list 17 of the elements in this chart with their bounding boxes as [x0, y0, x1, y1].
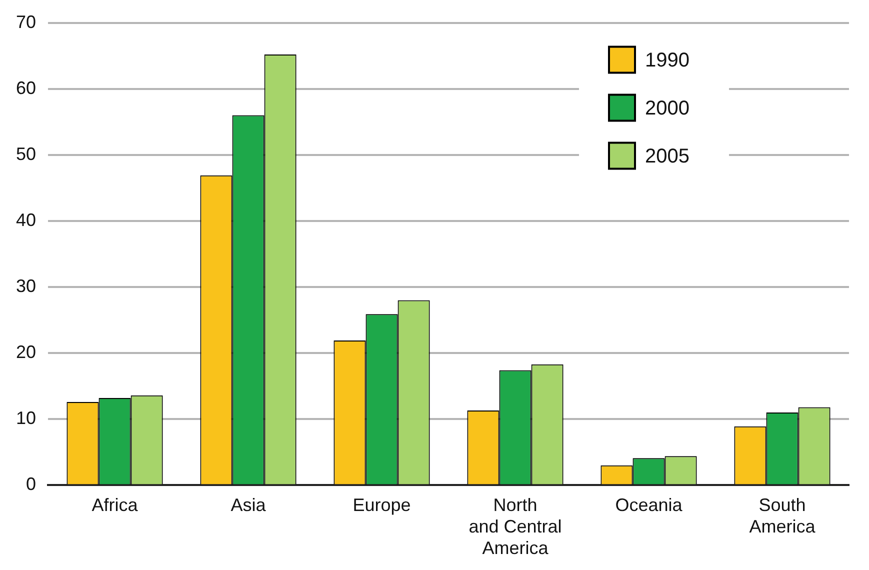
- y-tick-label: 20: [16, 342, 36, 362]
- x-tick-label: South America: [749, 494, 816, 537]
- x-tick-label: Asia: [230, 494, 267, 515]
- legend-label: 1990: [645, 49, 690, 72]
- y-tick-label: 70: [16, 12, 36, 32]
- x-tick-label: Africa: [92, 494, 139, 515]
- y-tick-label: 10: [16, 408, 36, 428]
- x-tick-label: Europe: [352, 494, 411, 515]
- x-tick-label: North and Central America: [468, 494, 562, 558]
- y-tick-label: 30: [16, 276, 36, 296]
- y-tick-label: 60: [16, 78, 36, 98]
- y-tick-label: 50: [16, 144, 36, 164]
- y-tick-label: 0: [26, 474, 36, 494]
- legend-label: 2005: [645, 145, 690, 168]
- legend-label: 2000: [645, 97, 690, 120]
- y-tick-label: 40: [16, 210, 36, 230]
- x-tick-label: Oceania: [615, 494, 684, 515]
